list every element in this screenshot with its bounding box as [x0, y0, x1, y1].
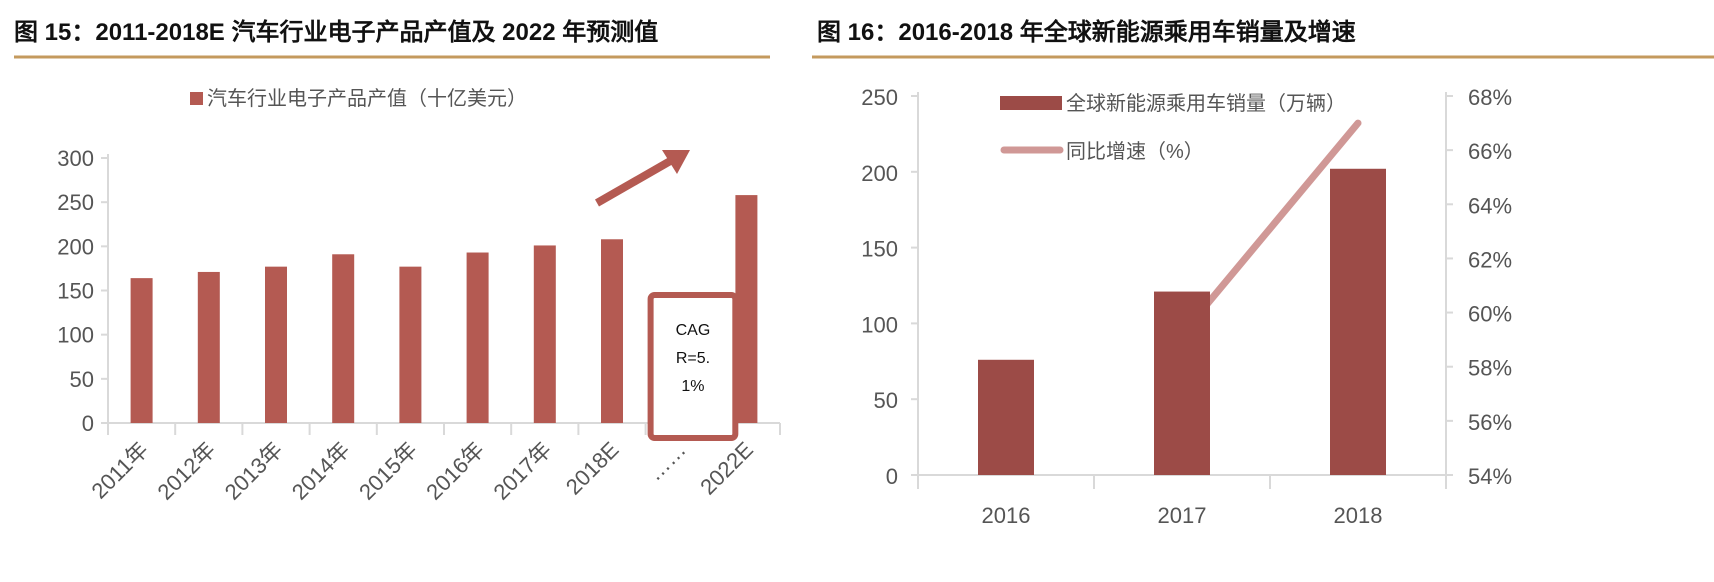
cagr-annotation-text: CAG	[676, 322, 711, 339]
chart1-x-tick-label: 2017年	[488, 437, 556, 505]
chart1-y-tick-label: 150	[57, 279, 94, 304]
chart2-title: 图 16：2016-2018 年全球新能源乘用车销量及增速	[817, 18, 1356, 46]
chart1-bar	[265, 266, 287, 423]
chart1-bar	[399, 266, 422, 423]
chart1-y-tick-label: 200	[57, 234, 94, 259]
chart2-legend-bar-label: 全球新能源乘用车销量（万辆）	[1066, 92, 1346, 115]
chart1-legend-label: 汽车行业电子产品产值（十亿美元）	[207, 87, 527, 110]
chart2-x-tick-label: 2018	[1334, 503, 1383, 528]
chart1-bar	[601, 239, 623, 423]
chart1-bar	[533, 245, 556, 423]
chart1-bar	[130, 278, 153, 423]
chart2-y2-tick-label: 60%	[1468, 302, 1512, 327]
chart1-y-tick-label: 250	[57, 190, 94, 215]
chart2-y2-tick-label: 56%	[1468, 410, 1512, 435]
chart2-y-tick-label: 250	[861, 85, 898, 110]
chart2-legend-line-label: 同比增速（%）	[1066, 140, 1204, 163]
chart2-y2-tick-label: 64%	[1468, 193, 1512, 218]
chart2-y-tick-label: 0	[886, 464, 898, 489]
chart1-x-tick-label: 2012年	[152, 437, 220, 505]
chart1-x-tick-label: 2015年	[354, 437, 422, 505]
chart2-y-tick-label: 50	[874, 388, 898, 413]
chart1-y-tick-label: 0	[82, 411, 94, 436]
chart1-x-tick-label: 2018E	[561, 437, 624, 500]
chart1-x-tick-label: ……	[642, 437, 691, 486]
chart2-y-tick-label: 150	[861, 237, 898, 262]
chart1-bar	[332, 254, 355, 423]
chart2-y-tick-label: 100	[861, 312, 898, 337]
chart1: 汽车行业电子产品产值（十亿美元） 0 50 100 150 200 250 300 2011年…	[57, 87, 781, 505]
chart1-x-tick-label: 2022E	[695, 437, 758, 500]
chart1-y-tick-label: 100	[57, 323, 94, 348]
chart1-y-tick-label: 50	[70, 367, 94, 392]
chart1-title: 图 15：2011-2018E 汽车行业电子产品产值及 2022 年预测值	[14, 18, 658, 46]
chart1-x-tick-label: 2016年	[421, 437, 489, 505]
cagr-annotation-box	[647, 292, 739, 441]
chart2-bar	[978, 359, 1034, 475]
cagr-annotation-text: R=5.	[676, 350, 710, 367]
chart2-y2-tick-label: 68%	[1468, 85, 1512, 110]
chart1-legend-swatch	[190, 92, 203, 105]
chart2-x-tick-label: 2016	[982, 503, 1031, 528]
chart2-y2-tick-label: 62%	[1468, 247, 1512, 272]
chart1-y-tick-label: 300	[57, 146, 94, 171]
chart1-x-tick-label: 2013年	[220, 437, 288, 505]
chart2-growth-line	[1178, 119, 1362, 338]
chart2-y2-tick-label: 54%	[1468, 464, 1512, 489]
chart1-x-tick-label: 2014年	[287, 437, 355, 505]
chart2-x-tick-label: 2017	[1158, 503, 1207, 528]
trend-arrow-shaft	[595, 156, 674, 207]
chart2-y2-tick-label: 66%	[1468, 139, 1512, 164]
chart2-bar	[1330, 168, 1386, 475]
chart1-bar	[197, 271, 220, 423]
chart2-legend-bar-swatch	[1000, 96, 1062, 110]
chart2: 全球新能源乘用车销量（万辆） 同比增速（%） 0 50 100 150 200 250 54…	[861, 85, 1512, 528]
chart2-y2-tick-label: 58%	[1468, 356, 1512, 381]
trend-arrow-head	[662, 150, 690, 174]
cagr-annotation-text: 1%	[681, 378, 704, 395]
chart2-bar	[1154, 291, 1210, 475]
chart1-x-tick-label: 2011年	[86, 437, 153, 504]
chart1-bar	[466, 252, 489, 423]
chart1-bar	[735, 195, 758, 423]
chart2-y-tick-label: 200	[861, 161, 898, 186]
